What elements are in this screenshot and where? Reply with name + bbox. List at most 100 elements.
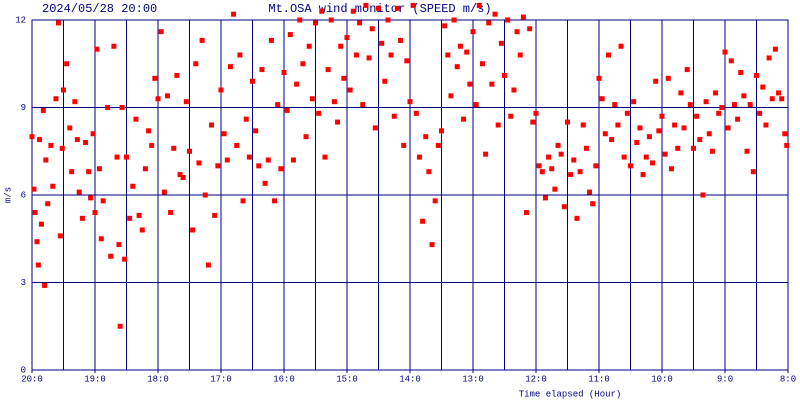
data-point [237,52,243,58]
data-point [37,137,43,143]
data-point [473,102,479,108]
data-point [489,81,495,87]
data-point [479,61,485,67]
data-point [177,172,183,178]
data-point [587,189,593,195]
data-point [281,70,287,75]
data-point [514,29,520,35]
data-point [653,78,659,84]
data-point [265,157,271,163]
data-point [31,186,37,192]
data-point [221,131,227,137]
data-point [212,212,218,218]
data-point [218,87,224,93]
data-point [624,110,630,116]
data-point [297,17,303,23]
data-point [656,128,662,134]
data-point [259,67,265,73]
data-point [760,84,766,90]
data-point [574,215,580,221]
data-point [508,113,514,119]
data-point [196,160,202,166]
data-point [631,99,637,105]
data-point [451,17,457,23]
data-point [69,169,75,175]
data-point [675,145,681,151]
data-point [691,145,696,151]
data-point [347,87,353,93]
data-point [142,166,148,172]
data-point [391,113,397,119]
data-point [158,29,164,35]
data-point [146,128,152,134]
data-point [231,11,237,17]
data-point [268,37,274,43]
data-point [766,55,772,61]
x-tick-label: 13:0 [462,374,484,384]
data-point [363,2,369,8]
data-point [111,43,117,49]
data-point [709,148,715,154]
data-point [779,96,785,102]
data-point [637,125,643,131]
data-point [741,93,747,99]
data-point [593,163,599,169]
y-tick-label: 9 [21,103,26,113]
data-point [643,154,649,160]
x-tick-label: 17:0 [210,374,232,384]
data-point [546,154,552,160]
data-point [571,157,577,163]
data-point [319,8,325,14]
data-point [224,157,230,163]
data-point [665,75,671,81]
data-point [672,122,678,128]
data-point [38,221,44,227]
data-point [533,110,539,116]
data-point [457,43,463,49]
data-point [171,145,177,151]
data-point [552,186,558,192]
data-point [520,14,526,20]
data-point [240,198,246,204]
data-point [48,142,54,148]
data-point [728,58,734,64]
data-point [284,107,290,113]
data-point [605,52,611,58]
data-point [187,148,192,154]
data-point [205,262,211,268]
data-point [448,93,454,99]
data-point [772,46,778,52]
data-point [136,212,142,218]
data-point [88,195,94,201]
data-point [659,113,665,119]
data-point [470,29,476,35]
data-point [757,110,763,116]
data-point [45,201,51,207]
data-point [366,55,372,61]
data-point [83,140,89,145]
data-point [256,163,262,169]
data-point [681,125,687,131]
data-point [262,180,268,186]
data-point [350,8,356,14]
data-point [119,105,125,110]
data-point [35,262,41,268]
data-point [139,227,145,233]
data-point [700,192,706,198]
data-point [74,137,80,143]
data-point [398,37,404,43]
data-point [193,61,199,67]
data-point [61,87,66,93]
data-point [461,116,467,122]
data-point [706,131,712,137]
data-point [202,192,208,198]
x-tick-label: 10:0 [651,374,673,384]
data-point [505,17,511,23]
y-tick-label: 0 [21,365,26,375]
data-point [108,253,114,259]
data-point [486,20,492,26]
x-tick-label: 11:0 [588,374,610,384]
data-point [388,52,394,58]
data-point [763,122,769,128]
